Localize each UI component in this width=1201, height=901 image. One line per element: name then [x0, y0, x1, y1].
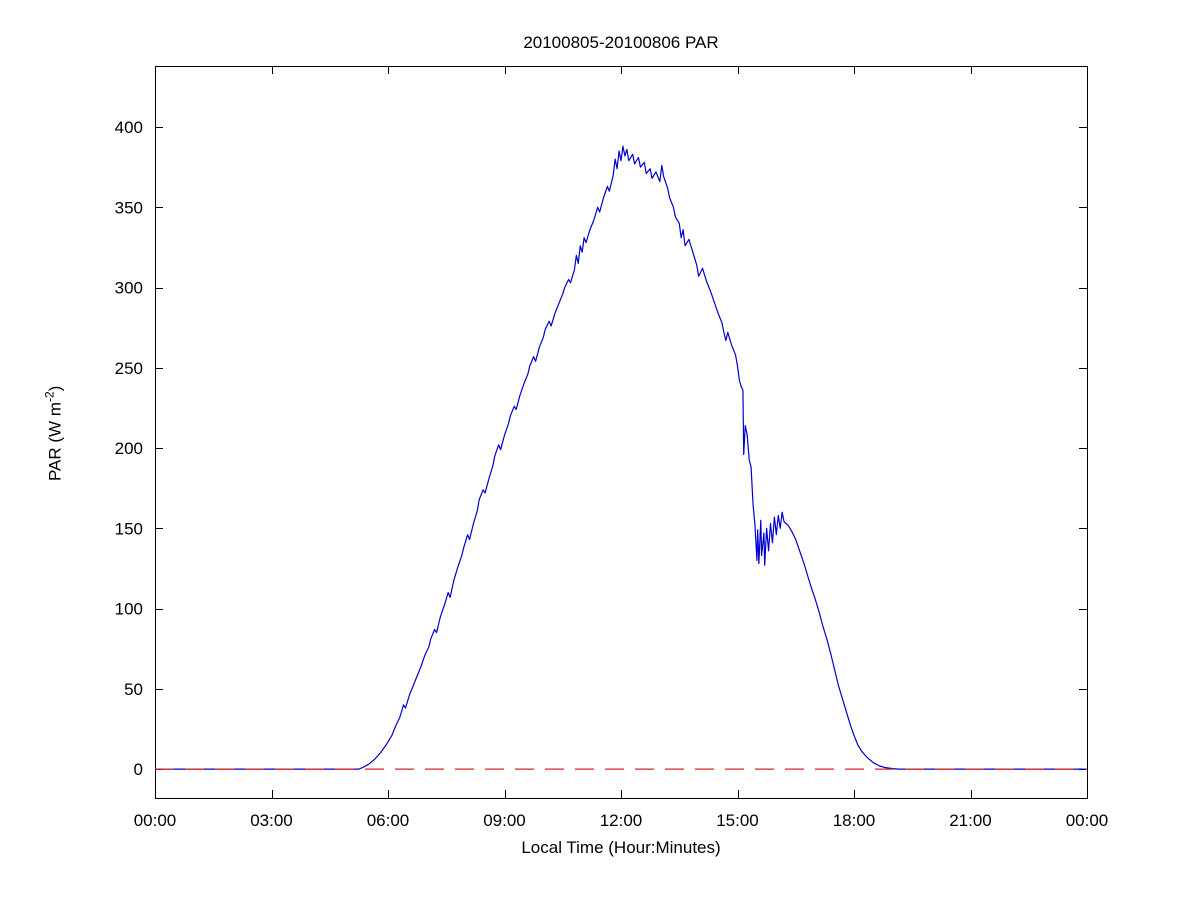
x-tick-label: 00:00: [1066, 811, 1109, 830]
y-tick-label: 150: [115, 519, 143, 538]
y-tick-label: 200: [115, 439, 143, 458]
series-par: [155, 145, 1087, 770]
y-axis-label-superscript: -2: [42, 391, 57, 402]
y-axis-label: PAR (W m-2): [43, 333, 66, 533]
chart-title: 20100805-20100806 PAR: [523, 33, 719, 52]
y-tick-label: 100: [115, 600, 143, 619]
y-tick-label: 0: [134, 760, 143, 779]
x-tick-label: 06:00: [367, 811, 410, 830]
y-tick-label: 400: [115, 118, 143, 137]
x-tick-label: 21:00: [949, 811, 992, 830]
x-tick-label: 09:00: [483, 811, 526, 830]
x-axis-label: Local Time (Hour:Minutes): [521, 838, 721, 857]
x-tick-label: 15:00: [716, 811, 759, 830]
y-axis-label-suffix: ): [45, 385, 65, 392]
y-axis-label-prefix: PAR (W m: [45, 402, 65, 482]
x-tick-label: 12:00: [600, 811, 643, 830]
y-tick-label: 250: [115, 359, 143, 378]
x-tick-label: 00:00: [134, 811, 177, 830]
x-tick-label: 18:00: [833, 811, 876, 830]
x-tick-label: 03:00: [250, 811, 293, 830]
y-tick-label: 350: [115, 198, 143, 217]
y-tick-label: 50: [124, 680, 143, 699]
y-tick-label: 300: [115, 279, 143, 298]
axis-frame: [155, 66, 1088, 799]
